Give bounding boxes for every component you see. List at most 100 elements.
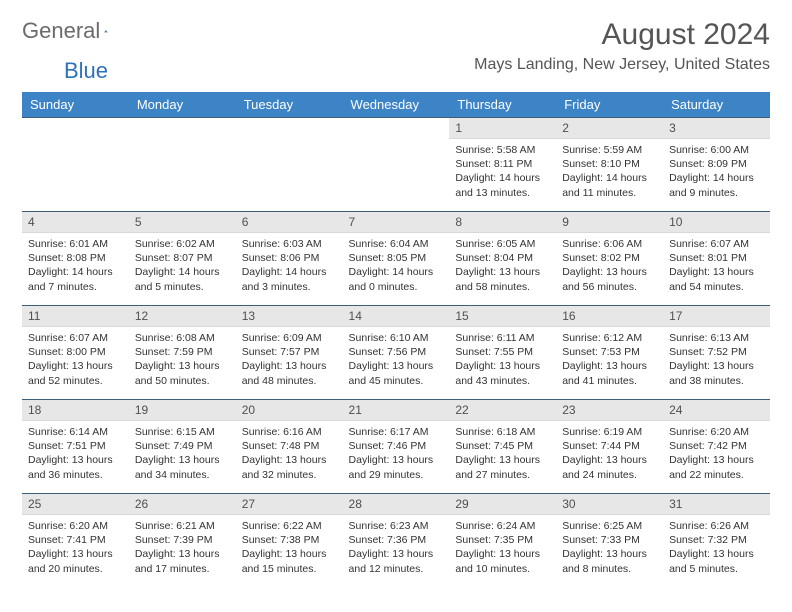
day-details: Sunrise: 5:59 AMSunset: 8:10 PMDaylight:… (556, 139, 663, 204)
day-number: 1 (449, 118, 556, 139)
day-number: 29 (449, 494, 556, 515)
day-details: Sunrise: 6:02 AMSunset: 8:07 PMDaylight:… (129, 233, 236, 298)
location: Mays Landing, New Jersey, United States (474, 56, 770, 74)
day-number: 22 (449, 400, 556, 421)
calendar-day-cell: 26Sunrise: 6:21 AMSunset: 7:39 PMDayligh… (129, 494, 236, 588)
day-details: Sunrise: 6:05 AMSunset: 8:04 PMDaylight:… (449, 233, 556, 298)
calendar-day-cell: 1Sunrise: 5:58 AMSunset: 8:11 PMDaylight… (449, 118, 556, 212)
month-title: August 2024 (474, 18, 770, 52)
day-number: 30 (556, 494, 663, 515)
logo-text-2: Blue (64, 58, 108, 84)
day-number: 31 (663, 494, 770, 515)
calendar-day-cell: 15Sunrise: 6:11 AMSunset: 7:55 PMDayligh… (449, 306, 556, 400)
day-details: Sunrise: 6:09 AMSunset: 7:57 PMDaylight:… (236, 327, 343, 392)
day-details: Sunrise: 6:00 AMSunset: 8:09 PMDaylight:… (663, 139, 770, 204)
calendar-day-cell: 31Sunrise: 6:26 AMSunset: 7:32 PMDayligh… (663, 494, 770, 588)
calendar-day-cell: 21Sunrise: 6:17 AMSunset: 7:46 PMDayligh… (343, 400, 450, 494)
calendar-week-row: 18Sunrise: 6:14 AMSunset: 7:51 PMDayligh… (22, 400, 770, 494)
calendar-day-cell: .. (22, 118, 129, 212)
calendar-day-cell: 16Sunrise: 6:12 AMSunset: 7:53 PMDayligh… (556, 306, 663, 400)
weekday-header: Thursday (449, 92, 556, 118)
day-number: 25 (22, 494, 129, 515)
day-details: Sunrise: 6:01 AMSunset: 8:08 PMDaylight:… (22, 233, 129, 298)
day-details: Sunrise: 6:04 AMSunset: 8:05 PMDaylight:… (343, 233, 450, 298)
calendar-week-row: 25Sunrise: 6:20 AMSunset: 7:41 PMDayligh… (22, 494, 770, 588)
calendar-day-cell: 22Sunrise: 6:18 AMSunset: 7:45 PMDayligh… (449, 400, 556, 494)
calendar-table: Sunday Monday Tuesday Wednesday Thursday… (22, 92, 770, 588)
calendar-day-cell: 19Sunrise: 6:15 AMSunset: 7:49 PMDayligh… (129, 400, 236, 494)
calendar-day-cell: .. (343, 118, 450, 212)
day-details: Sunrise: 6:10 AMSunset: 7:56 PMDaylight:… (343, 327, 450, 392)
day-details: Sunrise: 6:25 AMSunset: 7:33 PMDaylight:… (556, 515, 663, 580)
calendar-day-cell: .. (236, 118, 343, 212)
weekday-header: Saturday (663, 92, 770, 118)
calendar-day-cell: 4Sunrise: 6:01 AMSunset: 8:08 PMDaylight… (22, 212, 129, 306)
calendar-day-cell: 27Sunrise: 6:22 AMSunset: 7:38 PMDayligh… (236, 494, 343, 588)
calendar-day-cell: 28Sunrise: 6:23 AMSunset: 7:36 PMDayligh… (343, 494, 450, 588)
day-number: 9 (556, 212, 663, 233)
calendar-week-row: ........1Sunrise: 5:58 AMSunset: 8:11 PM… (22, 118, 770, 212)
day-details: Sunrise: 6:18 AMSunset: 7:45 PMDaylight:… (449, 421, 556, 486)
day-details: Sunrise: 6:21 AMSunset: 7:39 PMDaylight:… (129, 515, 236, 580)
calendar-day-cell: 6Sunrise: 6:03 AMSunset: 8:06 PMDaylight… (236, 212, 343, 306)
calendar-day-cell: 18Sunrise: 6:14 AMSunset: 7:51 PMDayligh… (22, 400, 129, 494)
day-number: 12 (129, 306, 236, 327)
day-number: 8 (449, 212, 556, 233)
day-details: Sunrise: 6:13 AMSunset: 7:52 PMDaylight:… (663, 327, 770, 392)
weekday-header: Sunday (22, 92, 129, 118)
day-number: 28 (343, 494, 450, 515)
calendar-day-cell: 3Sunrise: 6:00 AMSunset: 8:09 PMDaylight… (663, 118, 770, 212)
weekday-header: Wednesday (343, 92, 450, 118)
calendar-day-cell: 5Sunrise: 6:02 AMSunset: 8:07 PMDaylight… (129, 212, 236, 306)
calendar-day-cell: .. (129, 118, 236, 212)
day-number: 27 (236, 494, 343, 515)
day-number: 21 (343, 400, 450, 421)
calendar-day-cell: 14Sunrise: 6:10 AMSunset: 7:56 PMDayligh… (343, 306, 450, 400)
day-number: 16 (556, 306, 663, 327)
day-details: Sunrise: 6:20 AMSunset: 7:42 PMDaylight:… (663, 421, 770, 486)
day-number: 23 (556, 400, 663, 421)
day-number: 26 (129, 494, 236, 515)
calendar-day-cell: 20Sunrise: 6:16 AMSunset: 7:48 PMDayligh… (236, 400, 343, 494)
calendar-day-cell: 17Sunrise: 6:13 AMSunset: 7:52 PMDayligh… (663, 306, 770, 400)
day-number: 13 (236, 306, 343, 327)
calendar-week-row: 11Sunrise: 6:07 AMSunset: 8:00 PMDayligh… (22, 306, 770, 400)
day-details: Sunrise: 6:26 AMSunset: 7:32 PMDaylight:… (663, 515, 770, 580)
day-number: 14 (343, 306, 450, 327)
weekday-header: Friday (556, 92, 663, 118)
calendar-week-row: 4Sunrise: 6:01 AMSunset: 8:08 PMDaylight… (22, 212, 770, 306)
weekday-header-row: Sunday Monday Tuesday Wednesday Thursday… (22, 92, 770, 118)
logo-sail-icon (104, 22, 108, 40)
day-number: 5 (129, 212, 236, 233)
day-details: Sunrise: 6:06 AMSunset: 8:02 PMDaylight:… (556, 233, 663, 298)
day-details: Sunrise: 6:11 AMSunset: 7:55 PMDaylight:… (449, 327, 556, 392)
day-number: 15 (449, 306, 556, 327)
calendar-day-cell: 13Sunrise: 6:09 AMSunset: 7:57 PMDayligh… (236, 306, 343, 400)
calendar-day-cell: 11Sunrise: 6:07 AMSunset: 8:00 PMDayligh… (22, 306, 129, 400)
day-details: Sunrise: 5:58 AMSunset: 8:11 PMDaylight:… (449, 139, 556, 204)
day-details: Sunrise: 6:19 AMSunset: 7:44 PMDaylight:… (556, 421, 663, 486)
day-details: Sunrise: 6:16 AMSunset: 7:48 PMDaylight:… (236, 421, 343, 486)
calendar-day-cell: 29Sunrise: 6:24 AMSunset: 7:35 PMDayligh… (449, 494, 556, 588)
weekday-header: Tuesday (236, 92, 343, 118)
day-number: 10 (663, 212, 770, 233)
day-number: 20 (236, 400, 343, 421)
day-details: Sunrise: 6:03 AMSunset: 8:06 PMDaylight:… (236, 233, 343, 298)
calendar-day-cell: 23Sunrise: 6:19 AMSunset: 7:44 PMDayligh… (556, 400, 663, 494)
calendar-day-cell: 25Sunrise: 6:20 AMSunset: 7:41 PMDayligh… (22, 494, 129, 588)
day-number: 11 (22, 306, 129, 327)
day-details: Sunrise: 6:24 AMSunset: 7:35 PMDaylight:… (449, 515, 556, 580)
day-details: Sunrise: 6:23 AMSunset: 7:36 PMDaylight:… (343, 515, 450, 580)
day-number: 24 (663, 400, 770, 421)
title-block: August 2024 Mays Landing, New Jersey, Un… (474, 18, 770, 74)
calendar-day-cell: 9Sunrise: 6:06 AMSunset: 8:02 PMDaylight… (556, 212, 663, 306)
day-number: 17 (663, 306, 770, 327)
day-details: Sunrise: 6:12 AMSunset: 7:53 PMDaylight:… (556, 327, 663, 392)
day-details: Sunrise: 6:15 AMSunset: 7:49 PMDaylight:… (129, 421, 236, 486)
logo: General (22, 18, 128, 44)
day-details: Sunrise: 6:08 AMSunset: 7:59 PMDaylight:… (129, 327, 236, 392)
calendar-day-cell: 30Sunrise: 6:25 AMSunset: 7:33 PMDayligh… (556, 494, 663, 588)
day-details: Sunrise: 6:17 AMSunset: 7:46 PMDaylight:… (343, 421, 450, 486)
calendar-day-cell: 7Sunrise: 6:04 AMSunset: 8:05 PMDaylight… (343, 212, 450, 306)
day-number: 3 (663, 118, 770, 139)
